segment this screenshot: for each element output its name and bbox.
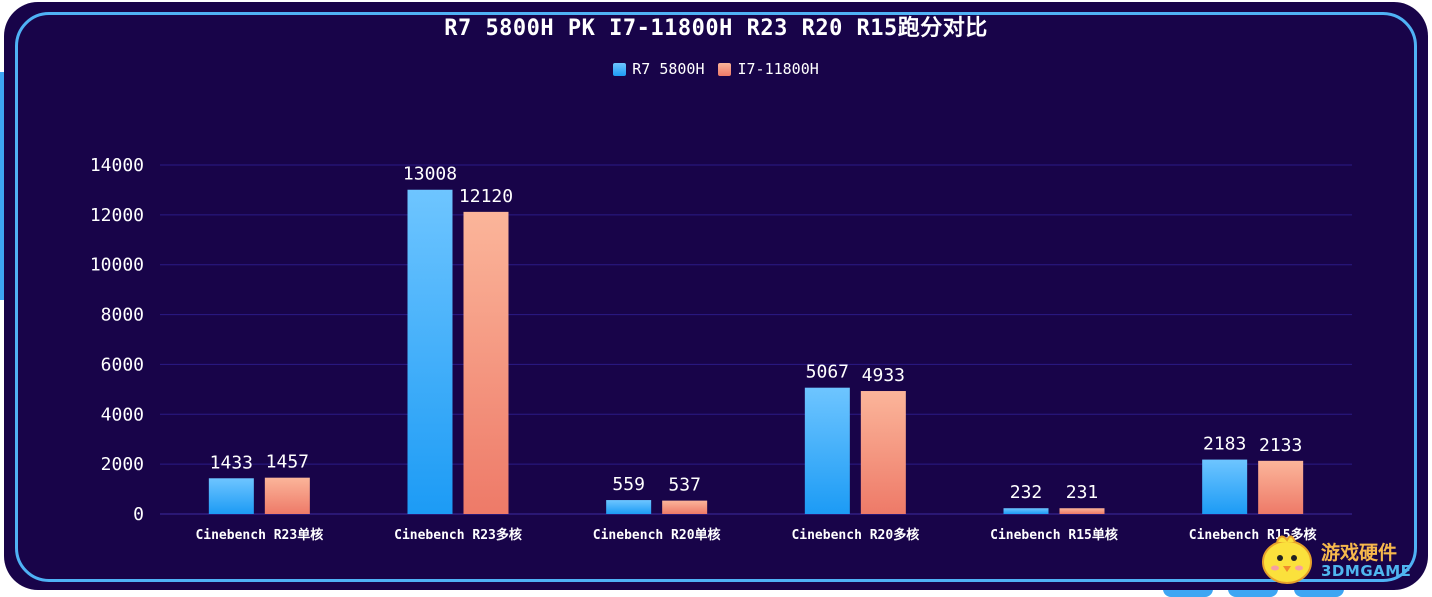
y-tick-label: 10000 [90, 255, 144, 276]
bar-series-2 [264, 477, 310, 514]
bar-series-2 [1258, 460, 1304, 514]
y-tick-label: 8000 [101, 305, 144, 326]
legend-label-series-1: R7 5800H [632, 60, 705, 78]
y-tick-label: 2000 [101, 454, 144, 475]
data-label-series-1: 13008 [403, 164, 457, 185]
x-tick-label: Cinebench R20多核 [791, 527, 919, 543]
legend-swatch-series-1 [613, 62, 627, 76]
data-label-series-2: 537 [668, 475, 701, 496]
bar-series-2 [1059, 508, 1105, 514]
data-label-series-1: 2183 [1203, 434, 1246, 455]
data-label-series-1: 1433 [210, 452, 253, 473]
y-tick-label: 12000 [90, 205, 144, 226]
data-label-series-1: 232 [1010, 482, 1043, 503]
watermark-line-2: 3DMGAME [1321, 562, 1412, 580]
chart-title: R7 5800H PK I7-11800H R23 R20 R15跑分对比 [444, 16, 988, 41]
bar-series-2 [860, 391, 906, 514]
x-tick-label: Cinebench R23单核 [195, 527, 323, 543]
legend-item-series-2: I7-11800H [718, 60, 819, 78]
data-label-series-2: 231 [1066, 482, 1099, 503]
x-tick-label: Cinebench R23多核 [394, 527, 522, 543]
legend-label-series-2: I7-11800H [737, 60, 819, 78]
legend-item-series-1: R7 5800H [613, 60, 704, 78]
legend: R7 5800H I7-11800H [0, 60, 1432, 78]
watermark-line-1: 游戏硬件 [1321, 542, 1398, 564]
data-label-series-2: 2133 [1259, 435, 1302, 456]
y-tick-label: 14000 [90, 155, 144, 176]
bar-series-1 [1003, 508, 1049, 514]
data-label-series-2: 12120 [459, 186, 513, 207]
data-label-series-1: 559 [612, 474, 645, 495]
legend-swatch-series-2 [718, 62, 732, 76]
bar-series-2 [662, 500, 708, 514]
bar-series-1 [1202, 459, 1248, 514]
chart-frame [15, 12, 1417, 582]
data-label-series-1: 5067 [806, 362, 849, 383]
bar-series-1 [407, 189, 453, 515]
y-tick-label: 6000 [101, 354, 144, 375]
x-tick-label: Cinebench R20单核 [593, 527, 721, 543]
y-tick-label: 0 [133, 504, 144, 525]
watermark: 游戏硬件 3DMGAME [1255, 530, 1425, 586]
chick-mascot-icon [1262, 535, 1312, 584]
bar-series-2 [463, 211, 509, 514]
data-label-series-2: 4933 [862, 365, 905, 386]
bar-series-1 [606, 500, 652, 514]
bar-series-1 [804, 387, 850, 514]
bar-series-1 [208, 478, 254, 514]
x-tick-label: Cinebench R15单核 [990, 527, 1118, 543]
data-label-series-2: 1457 [266, 452, 309, 473]
y-tick-label: 4000 [101, 404, 144, 425]
